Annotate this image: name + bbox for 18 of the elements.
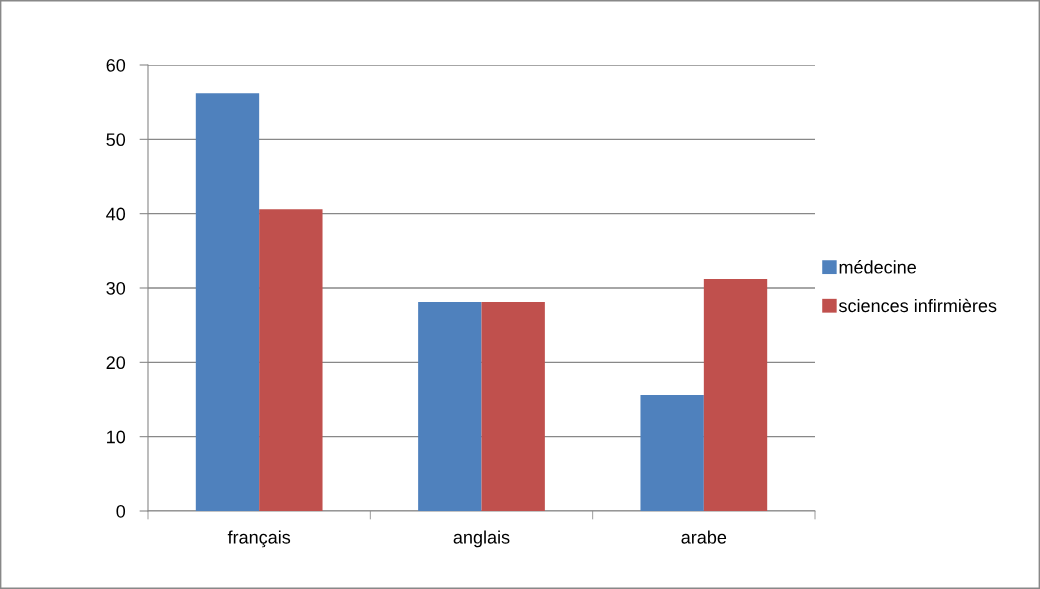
legend-label: médecine [839, 260, 916, 274]
bar [481, 302, 545, 511]
y-tick-label: 20 [106, 356, 126, 370]
bar [703, 279, 768, 511]
x-tick-label: français [227, 530, 291, 548]
y-tick-label: 50 [106, 133, 126, 147]
x-tick-label: arabe [681, 530, 727, 544]
y-tick-label: 60 [106, 58, 126, 72]
bar [418, 302, 482, 511]
y-tick-label: 0 [116, 504, 126, 518]
bar [259, 209, 323, 511]
y-tick-label: 30 [106, 281, 126, 295]
legend-label: sciences infirmières [838, 298, 997, 313]
x-tick-label: anglais [453, 530, 510, 548]
bar [195, 93, 260, 511]
bar [640, 395, 704, 511]
y-tick-label: 10 [107, 430, 126, 444]
y-tick-label: 40 [106, 207, 126, 221]
